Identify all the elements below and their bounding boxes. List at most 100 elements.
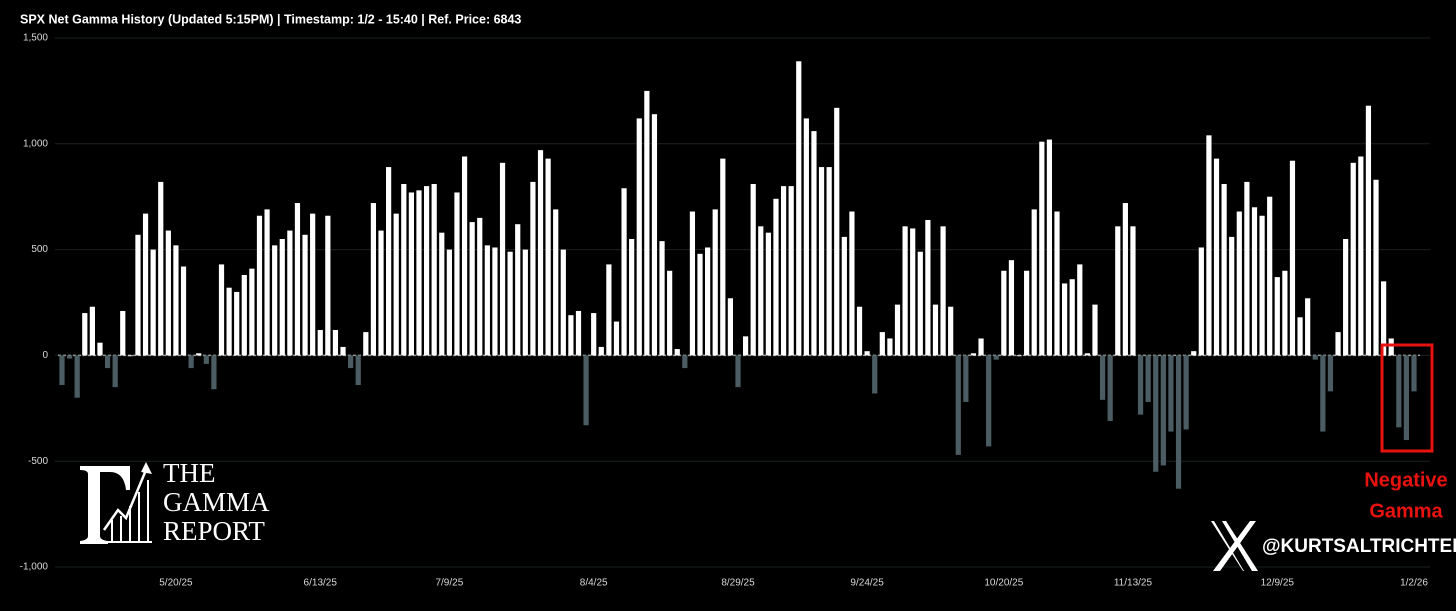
bar xyxy=(727,298,734,356)
bar xyxy=(689,211,696,356)
bar xyxy=(1343,239,1349,356)
bar xyxy=(629,239,635,356)
bar xyxy=(780,186,787,356)
bar xyxy=(1206,135,1212,356)
bar xyxy=(1024,270,1030,356)
bar xyxy=(644,90,650,356)
y-tick-label: -1,000 xyxy=(20,562,49,573)
annotation: Negative Gamma xyxy=(1364,469,1447,522)
bar xyxy=(1244,181,1250,356)
bar xyxy=(1305,298,1311,356)
bar xyxy=(1350,162,1356,356)
bar xyxy=(841,236,847,356)
bar xyxy=(279,239,285,356)
bar xyxy=(1183,355,1189,430)
bar xyxy=(606,264,612,356)
bar xyxy=(955,355,961,455)
bar xyxy=(104,355,111,369)
bar xyxy=(788,186,794,356)
bar xyxy=(705,247,711,356)
bar xyxy=(1259,215,1265,356)
y-tick-label: 0 xyxy=(42,350,48,361)
bar xyxy=(758,226,764,356)
bar xyxy=(1335,332,1341,356)
bar xyxy=(667,270,673,356)
bar xyxy=(66,355,73,359)
bar xyxy=(1274,277,1280,356)
bar xyxy=(948,306,954,356)
bar xyxy=(249,268,255,356)
logo-arrow-head xyxy=(141,462,152,474)
x-tick-label: 5/20/25 xyxy=(159,578,193,589)
bar xyxy=(963,355,969,402)
y-tick-label: 1,000 xyxy=(23,138,48,149)
bar xyxy=(1084,353,1090,356)
bar xyxy=(1054,211,1060,356)
bar xyxy=(818,167,825,356)
chart-title: SPX Net Gamma History (Updated 5:15PM) |… xyxy=(20,12,521,26)
bar xyxy=(1160,355,1166,466)
bar xyxy=(613,321,620,356)
bar xyxy=(796,61,802,356)
bar xyxy=(651,114,658,356)
bar xyxy=(598,346,604,356)
bar xyxy=(1046,139,1053,356)
logo-bars xyxy=(100,480,152,543)
bar xyxy=(575,310,582,356)
bar xyxy=(165,230,171,356)
bar xyxy=(879,332,885,356)
bar xyxy=(1297,317,1303,356)
bar xyxy=(294,203,301,356)
bar xyxy=(370,203,377,356)
logo-text: GAMMA xyxy=(163,487,270,517)
bar xyxy=(515,224,521,356)
bar xyxy=(970,353,977,356)
bar xyxy=(1320,355,1326,432)
bar xyxy=(1153,355,1159,472)
bar xyxy=(1077,264,1083,356)
bar xyxy=(902,226,908,356)
bar xyxy=(1365,105,1372,356)
bar xyxy=(811,131,817,356)
bar xyxy=(264,209,270,356)
bar xyxy=(1289,160,1296,356)
x-tick-label: 11/13/25 xyxy=(1114,578,1153,589)
bar xyxy=(1327,355,1334,392)
bar xyxy=(378,230,384,356)
bar xyxy=(74,355,80,398)
annotation-text: Negative xyxy=(1364,469,1447,491)
bar xyxy=(773,198,779,356)
bar xyxy=(834,107,840,356)
bar xyxy=(553,209,559,356)
bar xyxy=(188,355,194,369)
bars xyxy=(59,61,1417,489)
bar xyxy=(203,355,209,364)
bar xyxy=(439,232,445,356)
bar xyxy=(621,188,627,356)
bar xyxy=(1001,270,1007,356)
bar xyxy=(127,355,133,357)
bar xyxy=(401,184,407,356)
bar xyxy=(234,291,240,356)
logo: THE GAMMA REPORT xyxy=(80,458,270,546)
bar xyxy=(765,232,771,356)
bar xyxy=(408,192,414,356)
bar xyxy=(317,330,323,356)
bar xyxy=(887,338,893,356)
bar xyxy=(932,304,939,356)
bar xyxy=(272,245,278,356)
bar xyxy=(1388,338,1394,356)
bar xyxy=(1358,156,1364,356)
bar xyxy=(978,338,984,356)
bar xyxy=(849,211,855,356)
bar xyxy=(1403,355,1410,441)
bar xyxy=(750,184,756,356)
bar xyxy=(142,213,149,356)
bar xyxy=(226,287,232,356)
bar xyxy=(461,156,468,356)
bar xyxy=(1099,355,1106,400)
logo-text: THE xyxy=(163,458,215,488)
bar xyxy=(1198,247,1204,356)
bar xyxy=(1122,203,1128,356)
